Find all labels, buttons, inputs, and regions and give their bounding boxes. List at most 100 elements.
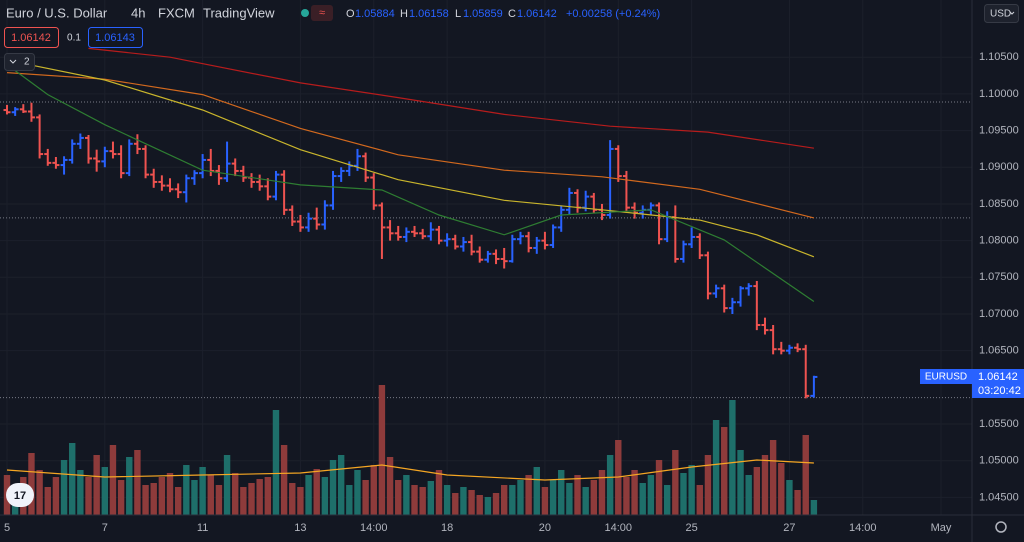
last-price-tag — [972, 369, 1024, 398]
volume-bar — [272, 410, 280, 515]
change-value: +0.00258 (+0.24%) — [566, 8, 660, 20]
sell-button[interactable] — [4, 27, 59, 48]
volume-bar — [191, 480, 198, 515]
volume-bar — [476, 495, 483, 515]
x-tick-label: 20 — [539, 522, 551, 534]
volume-bar — [386, 457, 394, 515]
buy-price: 1.06143 — [95, 32, 135, 44]
last-price: 1.06142 — [978, 371, 1018, 383]
volume-bar — [663, 485, 671, 515]
volume-bar — [574, 475, 581, 515]
moving-average — [6, 72, 815, 219]
volume-bar — [794, 490, 801, 515]
volume-bar — [362, 480, 369, 515]
y-tick-label: 1.09000 — [979, 161, 1019, 173]
chevron-icon — [9, 59, 17, 64]
volume-bar — [590, 480, 598, 515]
volume-bar — [337, 455, 345, 515]
volume-bar — [199, 467, 206, 515]
volume-bar — [223, 455, 231, 515]
indicators-count: 2 — [24, 57, 30, 68]
volume-bar — [346, 485, 353, 515]
tv-logo-glyph: 17 — [14, 490, 26, 502]
volume-bar — [134, 450, 141, 515]
volume-bar — [411, 485, 418, 515]
volume-bar — [166, 473, 174, 515]
volume-bar — [558, 470, 565, 515]
volume-bar — [672, 450, 679, 515]
volume-bar — [500, 485, 508, 515]
volume-bar — [101, 467, 109, 515]
symbol-tag-text: EURUSD — [925, 372, 967, 383]
volume-bar — [525, 475, 532, 515]
high-value: 1.06158 — [409, 8, 449, 20]
symbol-name: Euro / U.S. Dollar — [6, 5, 108, 20]
volume-bar — [745, 475, 752, 515]
volume-bar — [786, 480, 793, 515]
volume-bar — [802, 435, 809, 515]
volume-bar — [232, 473, 239, 515]
volume-bar — [52, 477, 60, 515]
y-tick-label: 1.06500 — [979, 345, 1019, 357]
volume-bar — [248, 483, 255, 515]
x-tick-label: 7 — [102, 522, 108, 534]
volume-bar — [452, 493, 459, 515]
volume-bar — [729, 400, 736, 515]
tv-logo[interactable] — [6, 483, 34, 507]
volume-bar — [44, 487, 51, 515]
volume-bar — [85, 477, 92, 515]
buy-button[interactable] — [88, 27, 143, 48]
alert-glyph: ≈ — [319, 7, 325, 19]
market-status-dot[interactable] — [301, 9, 309, 17]
volume-bar — [492, 493, 500, 515]
moving-average — [6, 59, 815, 258]
volume-bar — [427, 481, 435, 515]
volume-bar — [354, 470, 361, 515]
volume-bar — [582, 487, 589, 515]
volume-bar — [712, 420, 720, 515]
y-tick-label: 1.04500 — [979, 491, 1019, 503]
l-label: L — [455, 8, 461, 20]
volume-bar — [174, 487, 182, 515]
volume-bar — [403, 475, 410, 515]
symbol-tag — [920, 369, 972, 384]
alert-icon[interactable] — [311, 5, 333, 21]
moving-average — [88, 47, 814, 149]
volume-bar — [419, 487, 426, 515]
interval[interactable]: 4h — [131, 5, 145, 20]
volume-bar — [549, 480, 557, 515]
x-tick-label: May — [931, 522, 952, 534]
volume-bar — [150, 483, 157, 515]
x-tick-label: 13 — [294, 522, 306, 534]
volume-bar — [280, 445, 288, 515]
x-tick-label: 18 — [441, 522, 453, 534]
y-tick-label: 1.05000 — [979, 455, 1019, 467]
y-tick-label: 1.05500 — [979, 418, 1019, 430]
close-value: 1.06142 — [517, 8, 557, 20]
x-tick-label: 14:00 — [849, 522, 877, 534]
volume-bar — [606, 455, 614, 515]
volume-bar — [69, 443, 76, 515]
volume-bar — [264, 477, 272, 515]
volume-bar — [460, 487, 467, 515]
bar-countdown: 03:20:42 — [978, 385, 1021, 397]
volume-bar — [533, 467, 540, 515]
volume-bar — [680, 473, 687, 515]
volume-average — [6, 459, 814, 481]
volume-bar — [509, 485, 516, 515]
volume-bar — [566, 483, 573, 515]
volume-bar — [93, 455, 100, 515]
settings-gear[interactable] — [995, 521, 1007, 533]
volume-bar — [696, 485, 703, 515]
volume-bar — [647, 475, 655, 515]
currency: USD — [990, 9, 1011, 20]
moving-average — [6, 64, 815, 302]
indicators-toggle[interactable] — [4, 53, 35, 71]
volume-bar — [142, 485, 149, 515]
currency-button[interactable] — [984, 4, 1019, 23]
volume-bar — [631, 470, 638, 515]
volume-bar — [810, 500, 818, 515]
low-value: 1.05859 — [463, 8, 503, 20]
